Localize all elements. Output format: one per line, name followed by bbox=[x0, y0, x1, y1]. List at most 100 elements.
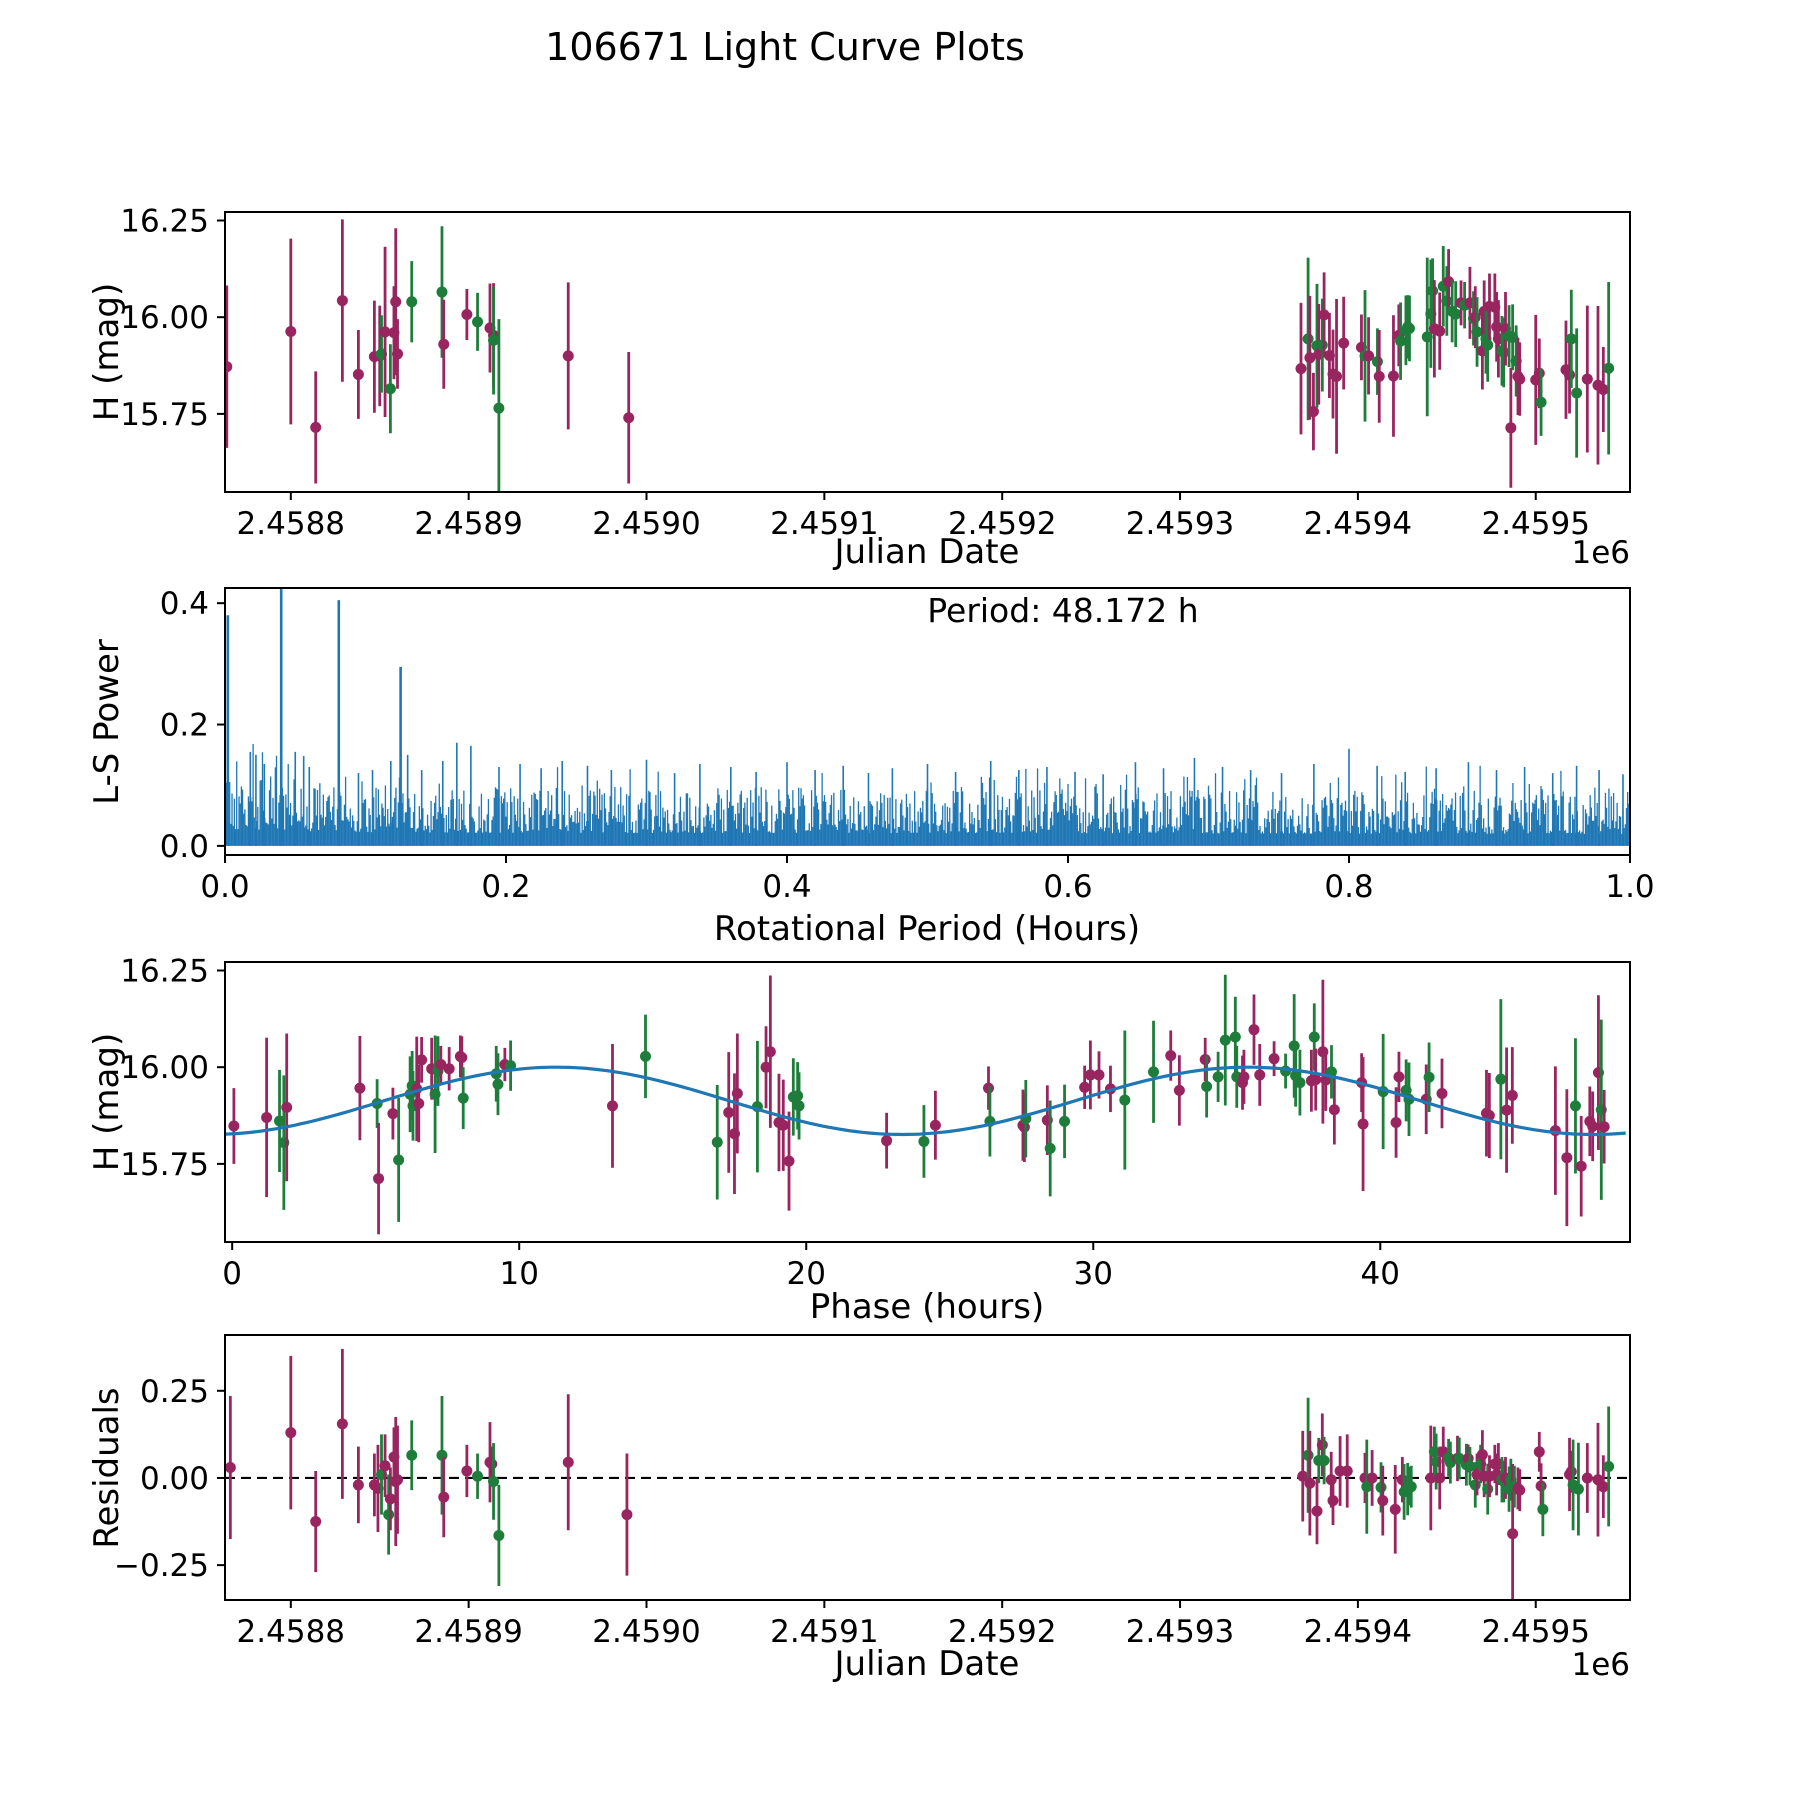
data-marker bbox=[1395, 335, 1407, 347]
x-tick-label: 2.4589 bbox=[414, 1614, 522, 1650]
data-marker bbox=[918, 1135, 930, 1147]
data-marker bbox=[1363, 350, 1375, 362]
data-marker bbox=[1318, 309, 1330, 321]
data-marker bbox=[1148, 1066, 1160, 1078]
data-marker bbox=[1564, 369, 1576, 381]
y-tick-label: 15.75 bbox=[120, 397, 209, 433]
data-marker bbox=[1304, 352, 1316, 364]
data-marker bbox=[228, 1120, 240, 1132]
x-tick-label: 2.4588 bbox=[237, 1614, 345, 1650]
data-marker bbox=[492, 1078, 504, 1090]
data-marker bbox=[274, 1115, 286, 1127]
data-marker bbox=[461, 308, 473, 320]
data-marker bbox=[1427, 285, 1439, 297]
data-marker bbox=[1304, 1477, 1316, 1489]
data-marker bbox=[777, 1119, 789, 1131]
data-marker bbox=[310, 421, 322, 433]
data-marker bbox=[723, 1106, 735, 1118]
data-marker bbox=[387, 1108, 399, 1120]
x-tick-label: 0.6 bbox=[1043, 869, 1092, 905]
data-marker bbox=[443, 1063, 455, 1075]
jd-plot-xlabel: Julian Date bbox=[833, 532, 1020, 572]
data-marker bbox=[1476, 1449, 1488, 1461]
data-marker bbox=[413, 1098, 425, 1110]
y-tick-label: 0.2 bbox=[160, 708, 209, 744]
x-tick-label: 2.4591 bbox=[770, 1614, 878, 1650]
periodogram-bars bbox=[225, 588, 1630, 846]
data-marker bbox=[461, 1465, 473, 1477]
data-marker bbox=[354, 1082, 366, 1094]
data-marker bbox=[390, 296, 402, 308]
data-marker bbox=[1587, 1120, 1599, 1132]
sinusoid-fit-line bbox=[225, 1065, 1626, 1137]
data-marker bbox=[1387, 370, 1399, 382]
x-tick-label: 2.4590 bbox=[592, 1614, 700, 1650]
y-tick-label: 0.4 bbox=[160, 586, 209, 622]
data-marker bbox=[379, 326, 391, 338]
data-marker bbox=[1405, 1481, 1417, 1493]
data-marker bbox=[783, 1155, 795, 1167]
x-tick-label: 10 bbox=[499, 1256, 538, 1292]
period-annotation: Period: 48.172 h bbox=[927, 591, 1198, 630]
data-marker bbox=[1535, 1480, 1547, 1492]
data-marker bbox=[1173, 1084, 1185, 1096]
data-marker bbox=[1450, 308, 1462, 320]
data-marker bbox=[1603, 1460, 1615, 1472]
data-marker bbox=[392, 348, 404, 360]
data-marker bbox=[436, 286, 448, 298]
data-marker bbox=[1571, 387, 1583, 399]
data-marker bbox=[1575, 1160, 1587, 1172]
axes-frame bbox=[224, 961, 1631, 1243]
x-tick-label: 2.4589 bbox=[414, 506, 522, 542]
x-tick-label: 2.4591 bbox=[770, 506, 878, 542]
x-tick-label: 2.4593 bbox=[1126, 506, 1234, 542]
x-tick-label: 0.2 bbox=[481, 869, 530, 905]
jd-plot-ylabel: H (mag) bbox=[87, 283, 127, 421]
data-marker bbox=[488, 334, 500, 346]
data-marker bbox=[1482, 339, 1494, 351]
data-marker bbox=[1393, 1071, 1405, 1083]
axes-frame bbox=[224, 211, 1631, 493]
data-marker bbox=[1302, 333, 1314, 345]
data-marker bbox=[1581, 1472, 1593, 1484]
data-marker bbox=[1561, 1152, 1573, 1164]
data-marker bbox=[1311, 1505, 1323, 1517]
data-marker bbox=[1537, 1503, 1549, 1515]
data-marker bbox=[1254, 1069, 1266, 1081]
data-marker bbox=[392, 1474, 404, 1486]
periodogram-xlabel: Rotational Period (Hours) bbox=[714, 909, 1140, 949]
periodogram-plot: L-S Power Rotational Period (Hours) Peri… bbox=[87, 586, 1655, 949]
data-marker bbox=[1219, 1034, 1231, 1046]
data-marker bbox=[1268, 1053, 1280, 1065]
data-marker bbox=[623, 412, 635, 424]
axes-frame bbox=[224, 587, 1631, 856]
data-marker bbox=[1505, 422, 1517, 434]
data-marker bbox=[352, 368, 364, 380]
data-marker bbox=[416, 1054, 428, 1066]
data-marker bbox=[1565, 1466, 1577, 1478]
y-tick-label: −0.25 bbox=[114, 1548, 209, 1584]
data-marker bbox=[1572, 1483, 1584, 1495]
data-marker bbox=[493, 402, 505, 414]
data-marker bbox=[1441, 295, 1453, 307]
x-tick-label: 20 bbox=[787, 1256, 826, 1292]
data-marker bbox=[472, 1470, 484, 1482]
data-marker bbox=[1498, 346, 1510, 358]
data-marker bbox=[1316, 1439, 1328, 1451]
x-tick-label: 2.4592 bbox=[948, 506, 1056, 542]
data-marker bbox=[1495, 1073, 1507, 1085]
data-marker bbox=[393, 1154, 405, 1166]
data-marker bbox=[1338, 337, 1350, 349]
data-marker bbox=[1533, 367, 1545, 379]
data-marker bbox=[1535, 396, 1547, 408]
jd-plot-axis-offset: 1e6 bbox=[1571, 535, 1630, 571]
data-marker bbox=[1597, 1481, 1609, 1493]
data-marker bbox=[1341, 1465, 1353, 1477]
x-tick-label: 0 bbox=[222, 1256, 242, 1292]
data-marker bbox=[621, 1509, 633, 1521]
data-marker bbox=[1093, 1069, 1105, 1081]
data-marker bbox=[1238, 1071, 1250, 1083]
data-marker bbox=[281, 1101, 293, 1113]
data-marker bbox=[881, 1135, 893, 1147]
data-marker bbox=[1288, 1040, 1300, 1052]
